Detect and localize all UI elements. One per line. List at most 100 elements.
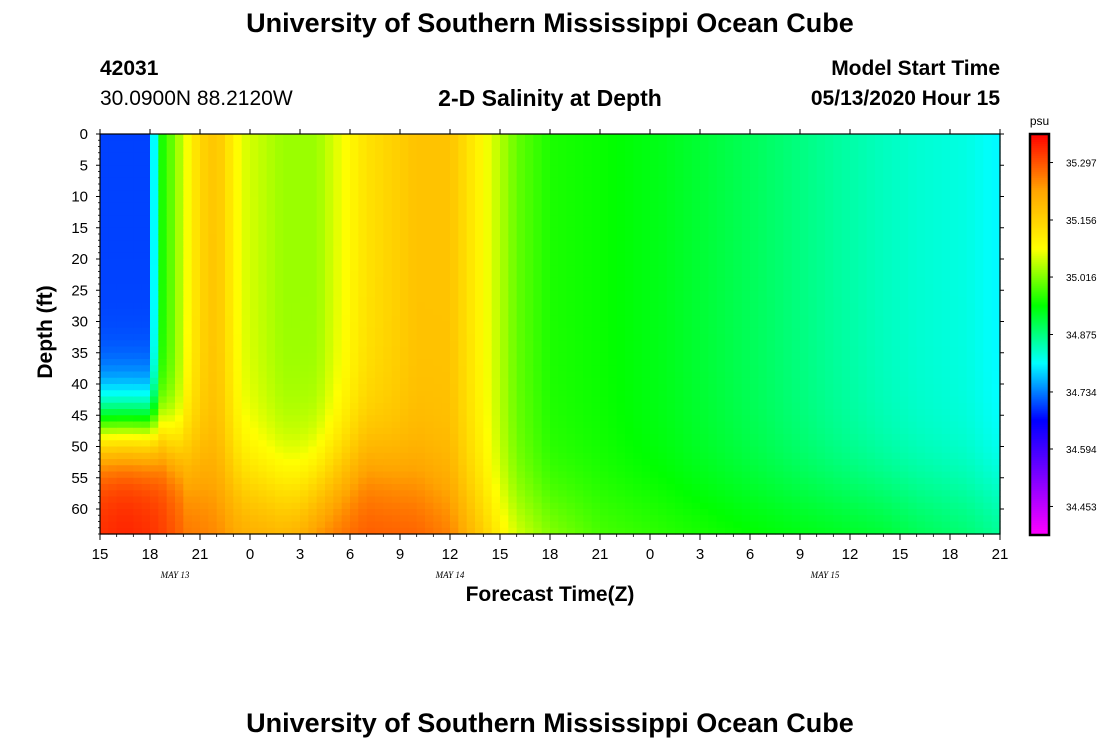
- heatmap-cell: [666, 134, 676, 141]
- heatmap-cell: [425, 484, 434, 491]
- heatmap-cell: [250, 221, 259, 229]
- heatmap-cell: [408, 352, 418, 360]
- heatmap-cell: [133, 371, 143, 379]
- heatmap-cell: [641, 496, 651, 504]
- heatmap-cell: [241, 377, 251, 385]
- heatmap-cell: [408, 140, 418, 148]
- heatmap-cell: [625, 146, 634, 154]
- heatmap-cell: [741, 377, 751, 385]
- heatmap-cell: [583, 446, 593, 454]
- heatmap-cell: [416, 271, 426, 279]
- heatmap-cell: [708, 171, 718, 179]
- heatmap-cell: [375, 184, 384, 191]
- heatmap-cell: [658, 327, 668, 335]
- heatmap-cell: [483, 521, 493, 529]
- heatmap-cell: [316, 427, 326, 435]
- heatmap-cell: [408, 359, 418, 366]
- heatmap-cell: [633, 421, 643, 429]
- heatmap-cell: [625, 477, 634, 485]
- heatmap-cell: [650, 277, 659, 285]
- heatmap-cell: [433, 215, 443, 223]
- heatmap-cell: [283, 227, 293, 235]
- heatmap-cell: [516, 502, 526, 510]
- heatmap-cell: [400, 465, 409, 473]
- heatmap-cell: [741, 515, 751, 523]
- heatmap-cell: [216, 277, 226, 285]
- heatmap-cell: [666, 502, 676, 510]
- heatmap-cell: [116, 321, 126, 329]
- heatmap-cell: [216, 215, 226, 223]
- heatmap-cell: [100, 184, 109, 191]
- heatmap-cell: [350, 265, 359, 273]
- heatmap-cell: [641, 359, 651, 366]
- heatmap-cell: [475, 140, 484, 148]
- heatmap-cell: [325, 221, 334, 229]
- heatmap-cell: [491, 371, 501, 379]
- heatmap-cell: [675, 152, 684, 160]
- heatmap-cell: [391, 190, 401, 198]
- heatmap-cell: [725, 271, 734, 279]
- heatmap-cell: [583, 340, 593, 348]
- heatmap-cell: [675, 340, 684, 348]
- heatmap-cell: [533, 246, 543, 254]
- heatmap-cell: [250, 496, 259, 504]
- heatmap-cell: [283, 446, 293, 454]
- heatmap-cell: [425, 296, 434, 304]
- heatmap-cell: [525, 327, 534, 335]
- heatmap-cell: [433, 484, 443, 491]
- heatmap-cell: [191, 327, 201, 335]
- heatmap-cell: [158, 252, 168, 260]
- heatmap-cell: [266, 265, 276, 273]
- heatmap-cell: [541, 271, 551, 279]
- heatmap-cell: [283, 415, 293, 423]
- heatmap-cell: [316, 477, 326, 485]
- heatmap-cell: [366, 221, 376, 229]
- heatmap-cell: [266, 384, 276, 391]
- heatmap-cell: [633, 309, 643, 316]
- heatmap-cell: [600, 359, 609, 366]
- heatmap-cell: [458, 459, 468, 466]
- heatmap-cell: [658, 402, 668, 410]
- heatmap-cell: [175, 134, 184, 141]
- heatmap-cell: [225, 215, 234, 223]
- heatmap-cell: [116, 277, 126, 285]
- heatmap-cell: [591, 509, 601, 516]
- heatmap-cell: [633, 177, 643, 185]
- heatmap-cell: [525, 496, 534, 504]
- heatmap-cell: [558, 496, 568, 504]
- heatmap-cell: [483, 515, 493, 523]
- heatmap-cell: [683, 234, 693, 241]
- heatmap-cell: [475, 452, 484, 460]
- heatmap-cell: [641, 390, 651, 398]
- heatmap-cell: [558, 427, 568, 435]
- heatmap-cell: [716, 471, 726, 479]
- heatmap-cell: [100, 171, 109, 179]
- heatmap-cell: [725, 202, 734, 210]
- heatmap-cell: [450, 134, 459, 141]
- heatmap-cell: [725, 334, 734, 341]
- heatmap-cell: [208, 515, 218, 523]
- heatmap-cell: [208, 377, 218, 385]
- heatmap-cell: [508, 334, 518, 341]
- heatmap-cell: [433, 184, 443, 191]
- heatmap-cell: [441, 146, 451, 154]
- heatmap-cell: [458, 377, 468, 385]
- heatmap-cell: [275, 252, 284, 260]
- heatmap-cell: [650, 427, 659, 435]
- heatmap-cell: [725, 146, 734, 154]
- heatmap-cell: [258, 496, 268, 504]
- heatmap-cell: [300, 421, 309, 429]
- heatmap-cell: [716, 421, 726, 429]
- heatmap-cell: [175, 277, 184, 285]
- heatmap-cell: [250, 427, 259, 435]
- heatmap-cell: [391, 327, 401, 335]
- heatmap-cell: [708, 252, 718, 260]
- heatmap-cell: [591, 227, 601, 235]
- heatmap-cell: [283, 396, 293, 404]
- heatmap-cell: [325, 359, 334, 366]
- heatmap-cell: [575, 346, 584, 354]
- heatmap-cell: [300, 527, 309, 535]
- heatmap-cell: [225, 434, 234, 441]
- heatmap-cell: [550, 352, 559, 360]
- heatmap-cell: [725, 396, 734, 404]
